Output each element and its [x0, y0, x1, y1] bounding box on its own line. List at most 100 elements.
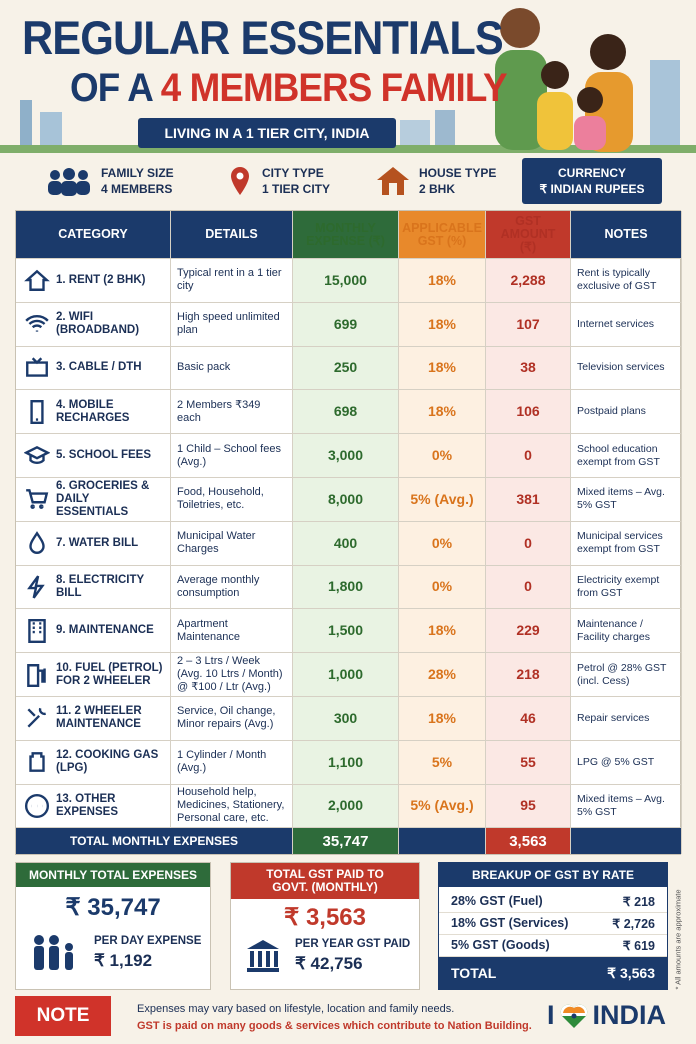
- category-name: 4. MOBILE RECHARGES: [56, 398, 130, 424]
- notes-cell: Mixed items – Avg. 5% GST: [571, 477, 682, 522]
- value-cell: 95: [486, 784, 571, 829]
- details-cell: Average monthly consumption: [171, 565, 293, 610]
- breakup-row: 5% GST (Goods) ₹ 619: [439, 935, 667, 957]
- info-label: HOUSE TYPE: [419, 166, 497, 180]
- category-cell: 6. GROCERIES & DAILY ESSENTIALS: [16, 477, 171, 522]
- info-value: 1 TIER CITY: [262, 182, 331, 196]
- note-line: GST is paid on many goods & services whi…: [137, 1020, 532, 1032]
- icon-shape: [25, 315, 49, 332]
- breakup-row: 18% GST (Services) ₹ 2,726: [439, 913, 667, 935]
- details-cell: Food, Household, Toiletries, etc.: [171, 477, 293, 522]
- breakup-label: 28% GST (Fuel): [451, 894, 543, 908]
- category-icon: [27, 708, 47, 728]
- info-label: FAMILY SIZE: [101, 166, 174, 180]
- total-gst: 3,563: [486, 828, 571, 855]
- icon-shape: [29, 752, 45, 773]
- icon: [34, 935, 73, 970]
- info-item: CITY TYPE 1 TIER CITY: [228, 158, 348, 204]
- icon-shape: [26, 357, 48, 377]
- icon: [247, 940, 279, 972]
- card-title: TOTAL GST PAID TO GOVT. (MONTHLY): [231, 863, 419, 899]
- title: REGULAR ESSENTIALS: [22, 11, 504, 64]
- expense-table: CATEGORY DETAILS MONTHLY EXPENSE (₹) APPLIC…: [15, 210, 682, 856]
- info-value: 2 BHK: [419, 182, 456, 196]
- value-cell: 1,800: [293, 565, 399, 610]
- breakup-list: 28% GST (Fuel) ₹ 218 18% GST (Services) ₹ 2…: [439, 887, 667, 957]
- card-title: MONTHLY TOTAL EXPENSES: [16, 863, 210, 887]
- value-cell: 38: [486, 346, 571, 391]
- category-cell: 11. 2 WHEELER MAINTENANCE: [16, 696, 171, 741]
- total-label: TOTAL: [451, 965, 497, 981]
- details-cell: 1 Child – School fees (Avg.): [171, 434, 293, 478]
- category-cell: 2. WIFI (BROADBAND): [16, 302, 171, 347]
- column-header: MONTHLY EXPENSE (₹): [293, 211, 399, 259]
- category-cell: 5. SCHOOL FEES: [16, 434, 171, 478]
- category-icon: [29, 752, 45, 773]
- info-item: FAMILY SIZE 4 MEMBERS: [45, 158, 215, 204]
- value-cell: 229: [486, 609, 571, 654]
- value-cell: 18%: [399, 302, 486, 347]
- icon-shape: [30, 399, 44, 424]
- column-header: GST AMOUNT (₹): [486, 211, 571, 259]
- details-cell: Typical rent in a 1 tier city: [171, 259, 293, 303]
- value-cell: 218: [486, 653, 571, 697]
- category-name: 3. CABLE / DTH: [56, 361, 142, 374]
- category-icon: [25, 315, 49, 332]
- category-name: 5. SCHOOL FEES: [56, 449, 152, 462]
- notes-cell: Rent is typically exclusive of GST: [571, 259, 682, 303]
- summary-card: TOTAL GST PAID TO GOVT. (MONTHLY) ₹ 3,56…: [230, 862, 420, 990]
- summary-card: MONTHLY TOTAL EXPENSES ₹ 35,747 PER DAY …: [15, 862, 211, 990]
- notes-cell: Mixed items – Avg. 5% GST: [571, 784, 682, 829]
- details-cell: Apartment Maintenance: [171, 609, 293, 654]
- notes-cell: Television services: [571, 346, 682, 391]
- info-item: HOUSE TYPE 2 BHK: [375, 158, 505, 204]
- value-cell: 18%: [399, 259, 486, 303]
- value-cell: 699: [293, 302, 399, 347]
- category-name: 8. ELECTRICITY BILL: [56, 573, 144, 599]
- gst-breakup: BREAKUP OF GST BY RATE 28% GST (Fuel) ₹ 2…: [438, 862, 668, 990]
- value-cell: 381: [486, 477, 571, 522]
- value-cell: 5% (Avg.): [399, 477, 486, 522]
- value-cell: 0: [486, 521, 571, 566]
- category-icon: [29, 531, 45, 555]
- details-cell: Municipal Water Charges: [171, 521, 293, 566]
- column-header: DETAILS: [171, 211, 293, 259]
- category-name: 2. WIFI (BROADBAND): [56, 311, 140, 337]
- value-cell: 1,100: [293, 740, 399, 785]
- icon-shape: [27, 663, 46, 687]
- icon-shape: [26, 489, 49, 510]
- total-label: TOTAL MONTHLY EXPENSES: [16, 828, 293, 855]
- details-cell: 2 Members ₹349 each: [171, 390, 293, 435]
- category-icon: [24, 445, 50, 464]
- details-cell: 2 – 3 Ltrs / Week (Avg. 10 Ltrs / Month)…: [171, 653, 293, 697]
- card-title: BREAKUP OF GST BY RATE: [439, 863, 667, 887]
- column-header: APPLICABLE GST (%): [399, 211, 486, 259]
- value-cell: 107: [486, 302, 571, 347]
- subtitle: LIVING IN A 1 TIER CITY, INDIA: [138, 118, 396, 148]
- card-sub: PER DAY EXPENSE ₹ 1,192: [16, 934, 210, 972]
- icon: [48, 168, 90, 196]
- category-icon: [28, 618, 46, 643]
- value-cell: 400: [293, 521, 399, 566]
- info-value: ₹ INDIAN RUPEES: [539, 182, 645, 196]
- breakup-label: 18% GST (Services): [451, 916, 569, 930]
- value-cell: 18%: [399, 346, 486, 391]
- title-highlight: 4 MEMBERS FAMILY: [160, 66, 508, 110]
- total-value: ₹ 3,563: [607, 964, 655, 981]
- value-cell: 0: [486, 434, 571, 478]
- total-expense: 35,747: [293, 828, 399, 855]
- category-icon: [26, 357, 48, 377]
- details-cell: Basic pack: [171, 346, 293, 391]
- category-name: 7. WATER BILL: [56, 536, 139, 549]
- icon: [231, 167, 249, 195]
- notes-cell: Municipal services exempt from GST: [571, 521, 682, 566]
- value-cell: 1,000: [293, 653, 399, 697]
- value-cell: 106: [486, 390, 571, 435]
- details-cell: 1 Cylinder / Month (Avg.): [171, 740, 293, 785]
- brand-prefix: I: [547, 1000, 555, 1030]
- category-name: 12. COOKING GAS (LPG): [56, 749, 159, 775]
- value-cell: 18%: [399, 696, 486, 741]
- notes-cell: Maintenance / Facility charges: [571, 609, 682, 654]
- icon-shape: [27, 708, 47, 728]
- icon-shape: [24, 445, 50, 464]
